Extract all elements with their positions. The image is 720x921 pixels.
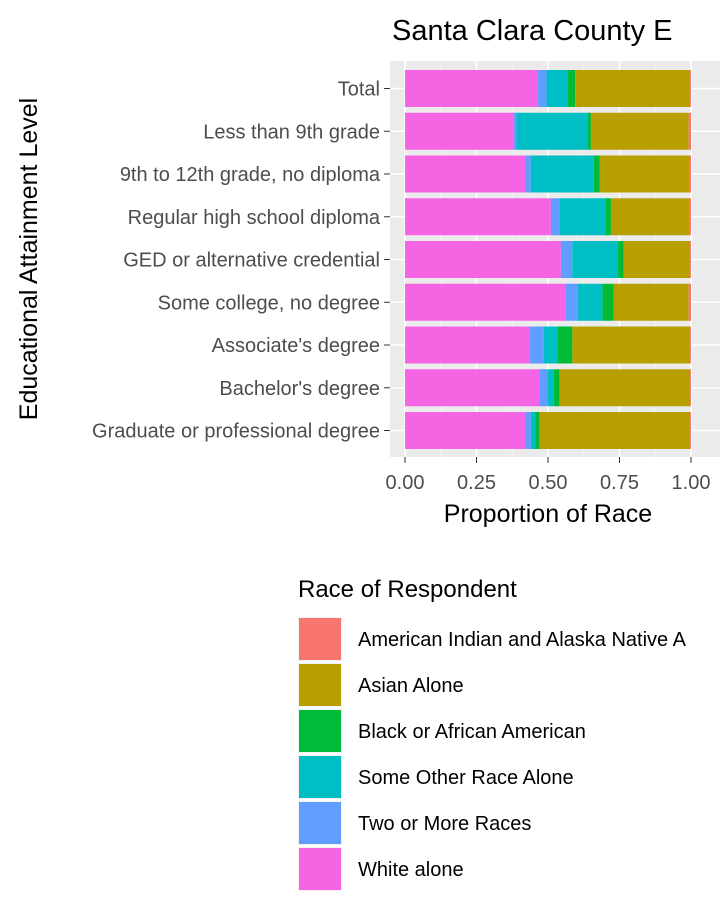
- bar-segment: [605, 198, 611, 236]
- x-tick-label: 1.00: [672, 472, 711, 494]
- bar-segment: [530, 155, 594, 193]
- bar-segment: [513, 112, 517, 150]
- bar-stacks: [405, 70, 691, 449]
- legend-swatch: [299, 618, 341, 660]
- legend-swatch: [299, 664, 341, 706]
- bar-segment: [618, 241, 624, 278]
- x-tick-label: 0.50: [529, 472, 568, 494]
- bar-segment: [565, 283, 579, 321]
- legend-title: Race of Respondent: [298, 576, 517, 603]
- x-tick-label: 0.00: [386, 472, 425, 494]
- legend-label: Black or African American: [358, 721, 586, 743]
- bar-segment: [535, 412, 540, 449]
- category-labels: Total Less than 9th grade 9th to 12th grad…: [92, 79, 390, 443]
- bar-segment: [610, 198, 690, 236]
- bar-segment: [543, 326, 559, 364]
- bar-segment: [688, 283, 691, 321]
- bar-segment: [623, 241, 691, 278]
- bar-segment: [690, 70, 691, 107]
- bar-segment: [590, 112, 689, 150]
- bar-segment: [578, 283, 603, 321]
- bar-segment: [548, 369, 554, 407]
- category-label: Regular high school diploma: [128, 207, 381, 229]
- bar-segment: [553, 369, 560, 407]
- bar-segment: [559, 369, 691, 407]
- bar-segment: [405, 283, 566, 321]
- legend-label: Two or More Races: [358, 813, 531, 835]
- bar-segment: [405, 369, 540, 407]
- bar-segment: [546, 70, 569, 107]
- bar-segment: [690, 241, 691, 278]
- legend-swatch: [299, 710, 341, 752]
- bar-segment: [572, 241, 619, 278]
- chart-title: Santa Clara County E: [392, 15, 672, 47]
- bar-segment: [530, 412, 536, 449]
- bar-segment: [599, 155, 690, 193]
- category-label: Less than 9th grade: [203, 121, 380, 143]
- legend-swatch: [299, 802, 341, 844]
- legend-label: White alone: [358, 859, 464, 881]
- legend-label: American Indian and Alaska Native A: [358, 629, 687, 651]
- category-label: Bachelor's degree: [219, 378, 380, 400]
- bar-segment: [537, 70, 547, 107]
- bar-segment: [690, 369, 691, 407]
- bar-segment: [575, 70, 691, 107]
- category-label: Associate's degree: [212, 335, 380, 357]
- bar-segment: [529, 326, 544, 364]
- bar-segment: [572, 326, 691, 364]
- bar-segment: [405, 70, 538, 107]
- category-label: Graduate or professional degree: [92, 421, 380, 443]
- bar-segment: [525, 412, 531, 449]
- bar-segment: [613, 283, 689, 321]
- bar-segment: [690, 326, 691, 364]
- bar-segment: [560, 241, 573, 278]
- x-axis-ticks: 0.00 0.25 0.50 0.75 1.00: [386, 457, 711, 494]
- bar-segment: [525, 155, 531, 193]
- x-tick-label: 0.75: [600, 472, 639, 494]
- bar-segment: [559, 198, 606, 236]
- y-axis-title: Educational Attainment Level: [15, 98, 43, 420]
- bar-segment: [539, 369, 548, 407]
- legend: American Indian and Alaska Native A Asian…: [298, 617, 687, 891]
- bar-segment: [689, 155, 691, 193]
- bar-segment: [688, 112, 691, 150]
- category-label: Total: [338, 79, 380, 101]
- category-label: GED or alternative credential: [123, 250, 380, 272]
- bar-segment: [405, 412, 526, 449]
- bar-segment: [405, 198, 551, 236]
- legend-swatch: [299, 848, 341, 890]
- bar-segment: [558, 326, 573, 364]
- bar-segment: [550, 198, 560, 236]
- bar-segment: [405, 112, 514, 150]
- bar-segment: [593, 155, 600, 193]
- bar-segment: [690, 412, 691, 449]
- bar-segment: [568, 70, 576, 107]
- bar-segment: [405, 326, 530, 364]
- category-label: Some college, no degree: [158, 292, 380, 314]
- category-label: 9th to 12th grade, no diploma: [120, 164, 381, 186]
- legend-swatch: [299, 756, 341, 798]
- bar-segment: [405, 155, 526, 193]
- x-axis-title: Proportion of Race: [444, 500, 652, 528]
- x-tick-label: 0.25: [457, 472, 496, 494]
- legend-label: Asian Alone: [358, 675, 464, 697]
- bar-segment: [539, 412, 691, 449]
- bar-segment: [602, 283, 614, 321]
- bar-segment: [516, 112, 589, 150]
- bar-segment: [588, 112, 591, 150]
- bar-segment: [689, 198, 691, 236]
- legend-label: Some Other Race Alone: [358, 767, 574, 789]
- bar-segment: [405, 241, 561, 278]
